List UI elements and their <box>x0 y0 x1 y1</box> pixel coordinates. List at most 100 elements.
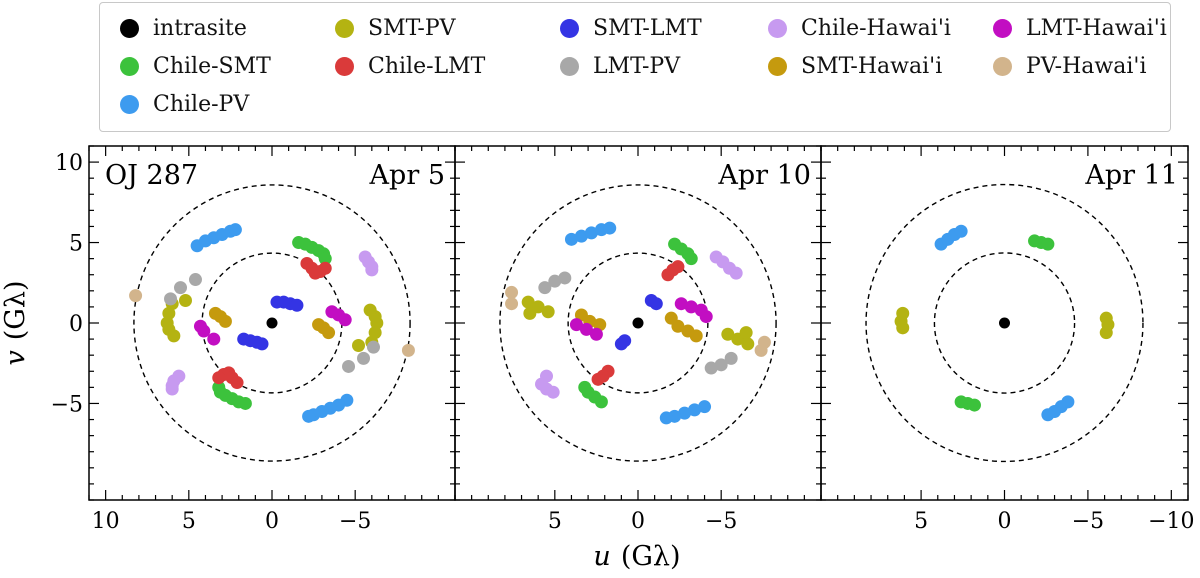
series-smt-pv <box>894 306 1115 340</box>
legend-marker <box>560 56 579 76</box>
legend-label: PV-Hawai'i <box>1026 53 1147 79</box>
data-point <box>684 252 698 266</box>
series-intrasite <box>266 317 278 329</box>
legend-label: intrasite <box>153 15 247 41</box>
series-pv-hawai-i <box>505 285 771 357</box>
data-point <box>357 351 370 365</box>
data-point <box>688 403 702 417</box>
data-point <box>614 337 628 351</box>
data-point <box>164 292 178 306</box>
legend-item-chile-pv: Chile-PV <box>120 89 249 119</box>
series-smt-lmt <box>237 295 304 351</box>
y-tick-label: 0 <box>69 312 83 337</box>
data-point <box>632 317 644 329</box>
data-point <box>129 289 143 303</box>
series-pv-hawai-i <box>129 289 415 357</box>
legend-marker <box>993 56 1012 76</box>
legend-marker <box>560 18 579 38</box>
panel-date: Apr 11 <box>1084 160 1178 191</box>
data-point <box>564 232 578 246</box>
x-tick-label: 5 <box>914 509 928 534</box>
series-chile-smt <box>578 237 698 409</box>
y-axis-unit: (Gλ) <box>0 280 31 340</box>
data-point <box>603 221 617 235</box>
source-name: OJ 287 <box>105 160 198 191</box>
data-point <box>699 310 713 324</box>
data-point <box>664 311 678 325</box>
data-point <box>1041 408 1055 422</box>
data-point <box>574 229 588 243</box>
data-point <box>674 297 688 311</box>
legend-label: Chile-SMT <box>153 53 271 79</box>
data-point <box>558 271 572 285</box>
x-tick-label: −5 <box>1072 509 1104 534</box>
data-point <box>584 226 598 240</box>
series-lmt-hawai-i <box>569 297 713 341</box>
data-point <box>318 261 332 275</box>
data-point <box>302 409 316 423</box>
data-point <box>318 252 332 266</box>
data-point <box>162 306 176 320</box>
series-smt-pv <box>160 293 384 353</box>
y-axis-label: v (Gλ) <box>0 280 31 365</box>
series-chile-pv <box>190 223 354 423</box>
x-tick-label: 0 <box>631 509 645 534</box>
series-intrasite <box>999 317 1010 329</box>
data-point <box>521 295 535 309</box>
data-point <box>178 293 192 307</box>
x-tick-label: −5 <box>705 509 737 534</box>
x-axis-label: u (Gλ) <box>593 541 680 572</box>
y-tick-label: 10 <box>55 151 83 176</box>
legend-marker <box>993 18 1012 38</box>
data-point <box>1041 237 1055 251</box>
data-point <box>255 337 269 351</box>
data-point <box>589 327 603 341</box>
data-point <box>541 305 555 319</box>
data-point <box>724 351 738 365</box>
legend-marker <box>120 56 139 76</box>
data-point <box>659 411 673 425</box>
legend-label: Chile-LMT <box>368 53 486 79</box>
data-point <box>684 300 698 314</box>
data-point <box>569 318 583 332</box>
panel-date: Apr 10 <box>717 160 811 191</box>
data-point <box>197 324 211 338</box>
legend-marker <box>120 18 139 38</box>
data-point <box>649 297 663 311</box>
series-chile-pv <box>564 221 712 425</box>
data-point <box>338 313 352 327</box>
legend-label: SMT-Hawai'i <box>801 53 943 79</box>
y-tick-label: 5 <box>69 232 83 257</box>
data-point <box>365 263 379 277</box>
panel-apr-5: 10 5 0 −5 10 5 0 −5 Apr 5 OJ 287 <box>51 145 456 534</box>
panel-apr-10: 5 0 −5 Apr 10 <box>454 145 822 534</box>
legend-marker <box>768 18 787 38</box>
series-chile-smt <box>954 234 1055 412</box>
legend-item-smt-hawai-i: SMT-Hawai'i <box>768 51 942 81</box>
legend-marker <box>335 56 354 76</box>
data-point <box>352 339 366 353</box>
panel-date: Apr 5 <box>369 160 445 191</box>
data-point <box>689 329 703 343</box>
legend-item-smt-pv: SMT-PV <box>335 13 456 43</box>
data-point <box>704 361 718 375</box>
radius-circle <box>933 252 1076 394</box>
series-lmt-hawai-i <box>193 305 352 346</box>
data-point <box>505 297 519 311</box>
data-point <box>714 358 728 372</box>
data-point <box>523 306 537 320</box>
data-point <box>538 281 552 295</box>
data-point <box>188 273 202 287</box>
x-tick-label: 0 <box>265 509 279 534</box>
data-point <box>721 327 735 341</box>
data-point <box>729 266 743 280</box>
radius-circle <box>499 184 777 462</box>
legend-label: Chile-Hawai'i <box>801 15 951 41</box>
legend-label: LMT-Hawai'i <box>1026 15 1167 41</box>
data-point <box>546 385 560 399</box>
legend-item-chile-hawai-i: Chile-Hawai'i <box>768 13 951 43</box>
radius-circle <box>865 183 1144 463</box>
legend-marker <box>335 18 354 38</box>
legend-item-chile-lmt: Chile-LMT <box>335 51 485 81</box>
data-point <box>368 326 382 340</box>
